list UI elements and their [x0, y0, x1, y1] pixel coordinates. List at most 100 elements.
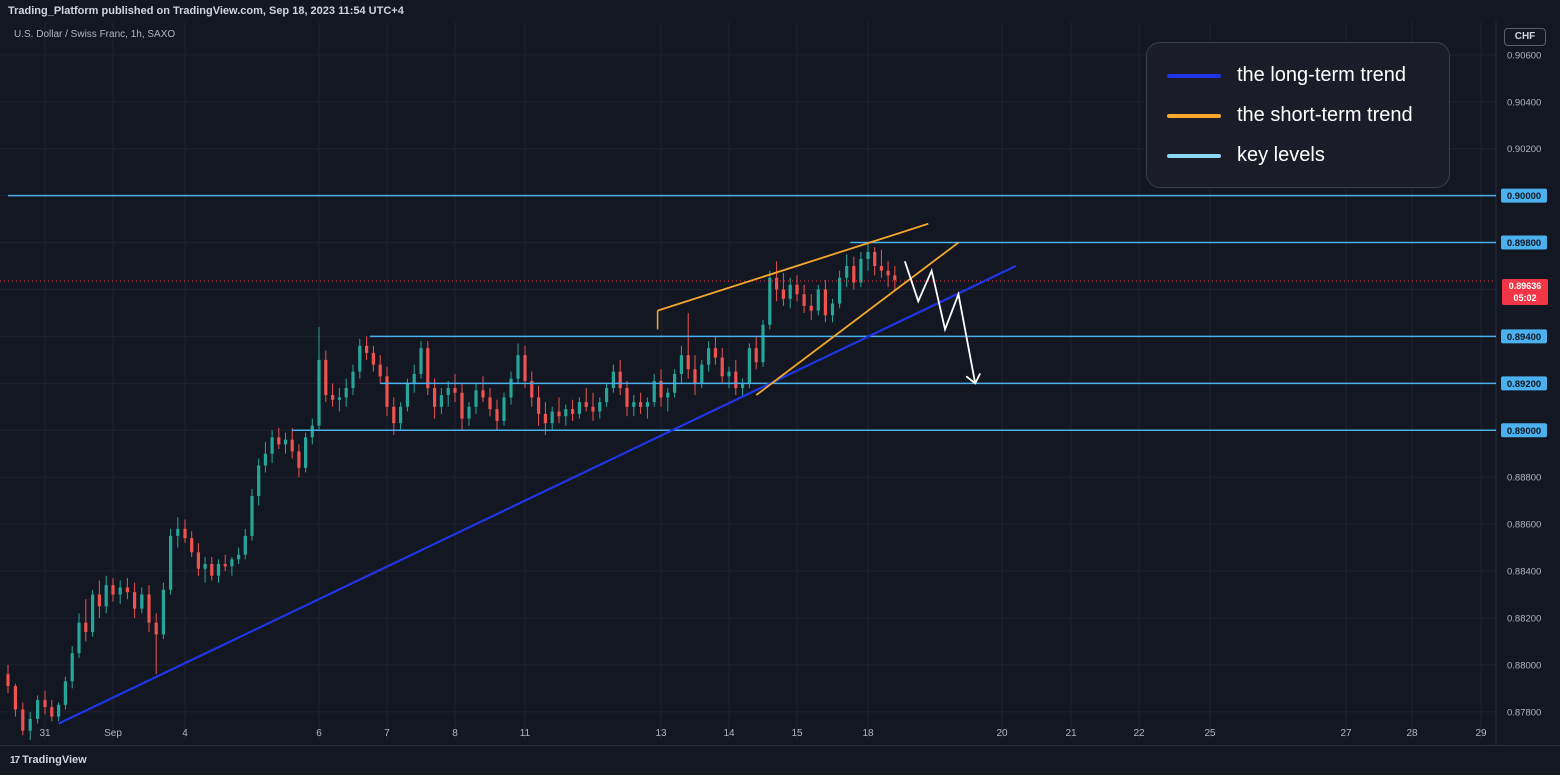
candle-body: [317, 359, 321, 426]
legend-label: key levels: [1237, 144, 1325, 166]
price-tick-label: 0.88200: [1507, 613, 1541, 624]
candle-body: [679, 355, 683, 374]
candle-body: [625, 388, 629, 407]
candle-body: [467, 406, 471, 419]
legend-box: the long-term trend the short-term trend…: [1146, 42, 1450, 188]
candle-body: [598, 402, 602, 412]
legend-item-key-levels: key levels: [1167, 144, 1325, 167]
projection-path: [903, 261, 977, 384]
candle-body: [707, 348, 711, 365]
candle-body: [747, 348, 751, 384]
price-tick-label: 0.87800: [1507, 707, 1541, 718]
candle-body: [632, 402, 636, 407]
candle-body: [337, 397, 341, 400]
trend-lines: [58, 222, 1017, 725]
candle-body: [830, 303, 835, 316]
footer: 17 TradingView: [0, 745, 1560, 775]
time-tick-label: 6: [316, 728, 322, 739]
candle-body: [577, 402, 581, 414]
candle-body: [57, 704, 61, 717]
candle-body: [176, 528, 180, 536]
time-tick-label: 21: [1065, 728, 1077, 739]
time-tick-label: 20: [996, 728, 1008, 739]
key-level-tag-label: 0.89000: [1507, 426, 1541, 437]
candle-body: [852, 266, 856, 283]
legend-label: the long-term trend: [1237, 64, 1406, 86]
candle-body: [537, 397, 541, 414]
candle-body: [727, 371, 731, 377]
candle-body: [203, 564, 207, 569]
candle-body: [118, 587, 122, 595]
candle-body: [734, 371, 738, 389]
candle-body: [297, 451, 301, 468]
key-level-tag: [1501, 423, 1547, 438]
time-tick-label: 11: [520, 728, 531, 739]
candle-body: [893, 275, 897, 281]
candle-body: [161, 589, 165, 635]
bar-countdown: 05:02: [1513, 293, 1537, 303]
candle-body: [474, 390, 478, 407]
candle-body: [70, 653, 74, 682]
candle-body: [823, 289, 827, 316]
candle-body: [405, 383, 409, 407]
candle-body: [257, 465, 261, 496]
time-tick-label: 29: [1475, 728, 1487, 739]
time-tick-label: 7: [384, 728, 390, 739]
key-level-tag: [1501, 188, 1547, 203]
candle-body: [433, 388, 437, 407]
candle-body: [845, 266, 849, 278]
time-tick-label: 27: [1340, 728, 1352, 739]
candle-body: [97, 594, 101, 607]
time-tick-label: 25: [1204, 728, 1216, 739]
candle-body: [6, 674, 10, 687]
candle-body: [816, 289, 820, 311]
candle-body: [378, 364, 382, 377]
time-axis: 31 Sep 4 6 7 8 11 13 14 15 18 20 21 22 25 27 28 29: [39, 728, 1487, 739]
candle-body: [77, 622, 81, 654]
candle-body: [460, 392, 464, 419]
candle-body: [741, 383, 745, 389]
price-tick-label: 0.88600: [1507, 520, 1541, 531]
long-term-trend-line: [58, 265, 1017, 725]
candle-body: [809, 305, 813, 311]
candle-body: [183, 528, 187, 539]
candle-body: [426, 348, 430, 389]
tradingview-logo[interactable]: 17 TradingView: [10, 754, 87, 766]
time-tick-label: 8: [452, 728, 458, 739]
candle-body: [618, 371, 622, 389]
candle-body: [802, 294, 806, 306]
candle-body: [481, 390, 485, 398]
publish-bar: Trading_Platform published on TradingVie…: [0, 0, 1560, 22]
candle-body: [659, 381, 663, 398]
candle-body: [495, 409, 499, 421]
currency-button[interactable]: CHF: [1504, 28, 1546, 46]
candle-body: [509, 378, 513, 398]
price-tick-label: 0.88000: [1507, 660, 1541, 671]
candle-body: [13, 686, 17, 710]
candle-body: [125, 587, 129, 593]
candle-body: [516, 355, 520, 379]
candle-body: [263, 453, 267, 466]
candle-body: [84, 622, 88, 633]
candle-body: [270, 437, 274, 454]
legend-item-short-term: the short-term trend: [1167, 104, 1413, 127]
time-tick-label: 18: [862, 728, 874, 739]
candle-body: [788, 284, 792, 299]
time-tick-label: 14: [723, 728, 735, 739]
price-tick-label: 0.90600: [1507, 50, 1541, 61]
candle-body: [36, 700, 40, 719]
candle-body: [523, 355, 527, 381]
candle-body: [133, 592, 137, 609]
candle-body: [230, 559, 234, 567]
key-level-tag: [1501, 235, 1547, 250]
candle-body: [768, 277, 772, 325]
candle-body: [283, 439, 288, 445]
candle-body: [557, 411, 561, 417]
candle-body: [344, 388, 348, 398]
price-tick-label: 0.88800: [1507, 473, 1541, 484]
candle-body: [652, 381, 656, 403]
candle-body: [761, 324, 765, 363]
candle-body: [591, 406, 595, 412]
candle-body: [873, 251, 877, 267]
candle-body: [446, 388, 450, 396]
